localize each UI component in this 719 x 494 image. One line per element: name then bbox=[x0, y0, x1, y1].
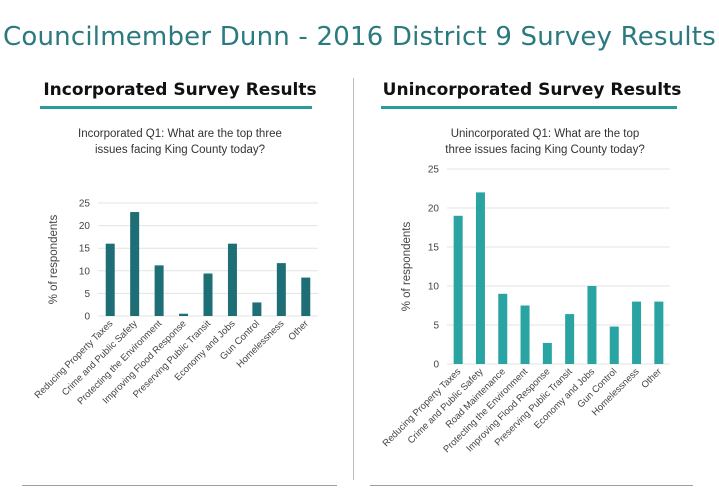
unincorporated-y-tick-label: 5 bbox=[433, 321, 439, 332]
incorporated-y-tick-label: 20 bbox=[79, 221, 91, 232]
incorporated-bar bbox=[301, 277, 311, 316]
unincorporated-bar bbox=[520, 305, 530, 364]
incorporated-bar bbox=[276, 263, 286, 316]
unincorporated-bar bbox=[587, 286, 597, 364]
incorporated-bar bbox=[154, 265, 164, 316]
unincorporated-bar bbox=[565, 314, 575, 364]
incorporated-bar bbox=[227, 243, 237, 316]
unincorporated-bar bbox=[654, 301, 664, 364]
unincorporated-chart-title-line-1: Unincorporated Q1: What are the top bbox=[450, 128, 640, 140]
incorporated-bar bbox=[179, 313, 189, 316]
incorporated-x-tick-label: Other bbox=[286, 318, 311, 343]
incorporated-bar bbox=[252, 302, 262, 316]
incorporated-y-tick-label: 10 bbox=[79, 266, 91, 277]
incorporated-heading: Incorporated Survey Results bbox=[43, 80, 317, 100]
incorporated-heading-underline bbox=[40, 106, 312, 109]
unincorporated-bar bbox=[542, 342, 552, 364]
unincorporated-chart-title: Unincorporated Q1: What are the top thre… bbox=[395, 126, 695, 158]
unincorporated-x-tick-label: Other bbox=[639, 366, 664, 391]
unincorporated-chart-title-line-2: three issues facing King County today? bbox=[445, 144, 645, 156]
unincorporated-bar bbox=[453, 215, 463, 364]
incorporated-bar bbox=[203, 273, 213, 316]
bottom-rule-left bbox=[22, 485, 337, 486]
bottom-rule-right bbox=[370, 485, 693, 486]
unincorporated-heading-underline bbox=[381, 106, 677, 109]
unincorporated-y-tick-label: 25 bbox=[428, 165, 440, 176]
unincorporated-y-tick-label: 10 bbox=[428, 282, 440, 293]
unincorporated-y-tick-label: 20 bbox=[428, 204, 440, 215]
incorporated-bar bbox=[105, 243, 115, 316]
incorporated-y-tick-label: 15 bbox=[79, 244, 91, 255]
unincorporated-y-tick-label: 15 bbox=[428, 243, 440, 254]
incorporated-chart-title: Incorporated Q1: What are the top three … bbox=[40, 126, 320, 158]
unincorporated-y-axis-label: % of respondents bbox=[401, 222, 413, 312]
unincorporated-bar bbox=[475, 192, 485, 364]
panel-divider bbox=[353, 78, 354, 480]
unincorporated-y-tick-label: 0 bbox=[433, 360, 439, 371]
incorporated-chart-title-line-1: Incorporated Q1: What are the top three bbox=[78, 128, 282, 140]
incorporated-y-tick-label: 5 bbox=[84, 289, 90, 300]
unincorporated-bar bbox=[498, 293, 508, 364]
incorporated-y-axis-label: % of respondents bbox=[48, 215, 60, 305]
unincorporated-bar bbox=[632, 301, 642, 364]
incorporated-y-tick-label: 0 bbox=[84, 312, 90, 323]
incorporated-chart-title-line-2: issues facing King County today? bbox=[94, 144, 266, 156]
unincorporated-heading: Unincorporated Survey Results bbox=[382, 80, 682, 100]
page-title: Councilmember Dunn - 2016 District 9 Sur… bbox=[3, 22, 716, 52]
incorporated-y-tick-label: 25 bbox=[79, 199, 91, 210]
incorporated-bar bbox=[130, 212, 140, 316]
unincorporated-bar bbox=[609, 326, 619, 364]
